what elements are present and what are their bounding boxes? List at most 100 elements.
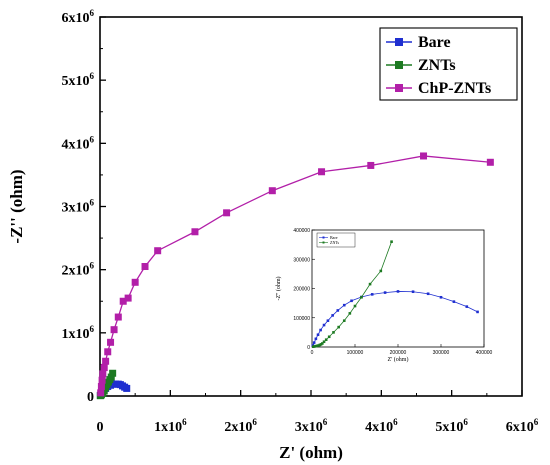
- inset-data-point: [476, 310, 479, 314]
- inset-legend-box: [316, 232, 356, 248]
- data-point: [124, 294, 132, 302]
- inset-data-point: [465, 305, 469, 308]
- inset-y-tick-label: 400000: [293, 228, 310, 234]
- inset-legend-label: Bare: [330, 235, 338, 240]
- data-point: [102, 357, 110, 365]
- data-point: [99, 370, 107, 378]
- inset-data-point: [390, 240, 393, 243]
- inset-data-point: [348, 312, 352, 315]
- inset-data-point: [370, 293, 374, 296]
- inset-y-tick-label: 100000: [293, 316, 310, 322]
- inset-data-point: [396, 290, 400, 293]
- inset-data-point: [314, 337, 318, 341]
- x-tick-label: 0: [97, 420, 104, 435]
- data-point: [123, 384, 131, 392]
- inset-data-point: [332, 331, 335, 334]
- inset-plot: 0 100000 200000 300000 400000 0 100000 200000 30…: [275, 228, 493, 363]
- inset-x-tick-label: 100000: [347, 350, 364, 356]
- inset-x-tick-label: 300000: [433, 350, 450, 356]
- legend-marker: [395, 84, 403, 92]
- inset-data-point: [324, 338, 328, 341]
- y-tick-label: 1x106: [62, 324, 95, 342]
- inset-data-point: [439, 295, 443, 299]
- data-point: [486, 158, 494, 166]
- inset-y-tick-label: 300000: [293, 257, 310, 263]
- x-tick-label: 4x106: [365, 417, 398, 435]
- inset-x-tick-label: 200000: [390, 350, 407, 356]
- inset-data-point: [312, 341, 316, 344]
- inset-data-point: [337, 325, 340, 329]
- main-plot: 0 1x106 2x106 3x106 4x106 5x106 6x106 0 1x106 2x1…: [7, 8, 539, 462]
- inset-data-point: [322, 323, 326, 327]
- inset-frame: [311, 229, 485, 348]
- inset-data-point: [383, 291, 387, 294]
- inset-data-point: [321, 342, 324, 345]
- x-tick-label: 6x106: [506, 417, 539, 435]
- inset-data-point: [452, 300, 456, 303]
- inset-legend-item-znts: ZNTs: [319, 240, 339, 245]
- data-point: [268, 187, 276, 195]
- data-point: [119, 297, 127, 305]
- data-point: [223, 209, 231, 217]
- inset-data-point: [319, 328, 322, 332]
- legend: Bare ZNTs ChP-ZNTs: [379, 27, 518, 101]
- legend-item-znts: ZNTs: [386, 57, 456, 74]
- inset-legend-marker: [322, 236, 325, 239]
- inset-data-point: [350, 299, 353, 303]
- inset-data-point: [327, 335, 331, 339]
- data-point: [114, 313, 122, 321]
- data-point: [154, 247, 162, 255]
- inset-y-axis-title: -Z'' (ohm): [275, 277, 282, 301]
- inset-data-point: [326, 319, 330, 322]
- legend-item-chp-znts: ChP-ZNTs: [386, 80, 491, 97]
- inset-data-point: [336, 309, 340, 312]
- legend-label: Bare: [418, 34, 451, 51]
- inset-data-point: [368, 282, 372, 286]
- inset-y-tick-label: 0: [307, 345, 310, 351]
- inset-data-point: [322, 340, 326, 344]
- data-point: [98, 376, 106, 384]
- y-tick-label: 0: [87, 390, 94, 405]
- x-tick-label: 1x106: [154, 417, 187, 435]
- data-point: [420, 152, 428, 160]
- data-point: [97, 389, 105, 397]
- x-tick-label: 5x106: [435, 417, 468, 435]
- inset-x-tick-label: 0: [311, 350, 314, 356]
- legend-label: ChP-ZNTs: [418, 80, 491, 97]
- data-point: [97, 383, 105, 391]
- inset-data-point: [342, 319, 346, 322]
- inset-data-point: [331, 314, 334, 317]
- series-chp-znts: [97, 152, 494, 397]
- inset-legend-marker: [322, 241, 325, 244]
- y-tick-label: 4x106: [62, 134, 95, 152]
- legend-marker: [395, 61, 403, 69]
- inset-data-point: [426, 292, 430, 296]
- legend-marker: [395, 38, 403, 46]
- y-tick-label: 5x106: [62, 71, 95, 89]
- data-point: [107, 373, 115, 381]
- x-axis-title: Z' (ohm): [279, 443, 343, 462]
- data-point: [100, 364, 108, 372]
- data-point: [104, 348, 112, 356]
- y-tick-label: 6x106: [62, 8, 95, 26]
- data-point: [141, 263, 149, 271]
- legend-item-bare: Bare: [386, 34, 451, 51]
- data-point: [318, 168, 326, 176]
- inset-data-point: [360, 295, 363, 299]
- inset-y-tick-label: 200000: [293, 287, 310, 293]
- inset-x-tick-label: 400000: [476, 350, 493, 356]
- inset-data-point: [353, 304, 357, 308]
- data-point: [367, 161, 375, 169]
- data-point: [131, 278, 139, 286]
- inset-x-axis-title: Z' (ohm): [388, 356, 409, 363]
- inset-series-bare: [311, 290, 479, 347]
- data-point: [191, 228, 199, 236]
- y-axis-title: -Z'' (ohm): [7, 169, 26, 243]
- inset-data-point: [342, 303, 346, 307]
- x-tick-label: 3x106: [295, 417, 328, 435]
- inset-data-point: [411, 290, 415, 294]
- inset-series-znts: [311, 240, 393, 349]
- y-tick-label: 3x106: [62, 198, 95, 216]
- inset-data-point: [316, 333, 320, 337]
